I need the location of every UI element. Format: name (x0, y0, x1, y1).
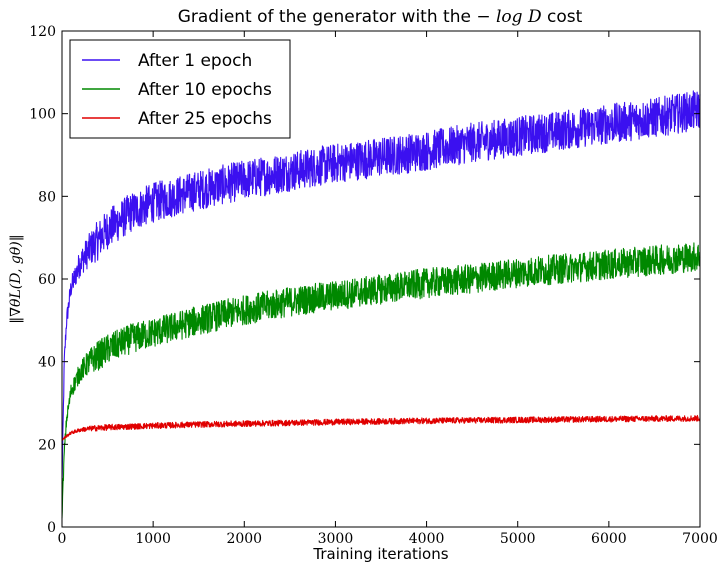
y-tick-label: 120 (29, 24, 56, 40)
y-tick-label: 100 (29, 107, 56, 123)
legend-label-2: After 10 epochs (138, 80, 272, 100)
x-axis-label: Training iterations (312, 545, 448, 563)
x-tick-label: 5000 (500, 531, 536, 547)
x-tick-label: 6000 (591, 531, 627, 547)
legend-label-3: After 25 epochs (138, 109, 272, 129)
series-line-3 (61, 414, 701, 442)
x-tick-label: 7000 (682, 531, 718, 547)
legend: After 1 epoch After 10 epochs After 25 epo… (69, 39, 291, 139)
x-tick-label: 3000 (318, 531, 354, 547)
x-tick-label: 0 (58, 531, 67, 547)
series-line-2 (61, 242, 701, 519)
y-tick-label: 60 (38, 272, 56, 288)
x-tick-label: 2000 (226, 531, 262, 547)
y-tick-label: 40 (38, 355, 56, 371)
y-tick-label: 0 (47, 520, 56, 536)
legend-label-1: After 1 epoch (138, 51, 252, 71)
y-tick-label: 80 (38, 189, 56, 205)
series-line-1 (61, 90, 701, 484)
y-tick-label: 20 (38, 437, 56, 453)
x-tick-label: 1000 (135, 531, 171, 547)
y-axis-label: ‖∇θL(D, gθ)‖ (8, 234, 24, 323)
chart-title: Gradient of the generator with the − log… (178, 7, 583, 27)
x-tick-label: 4000 (409, 531, 445, 547)
